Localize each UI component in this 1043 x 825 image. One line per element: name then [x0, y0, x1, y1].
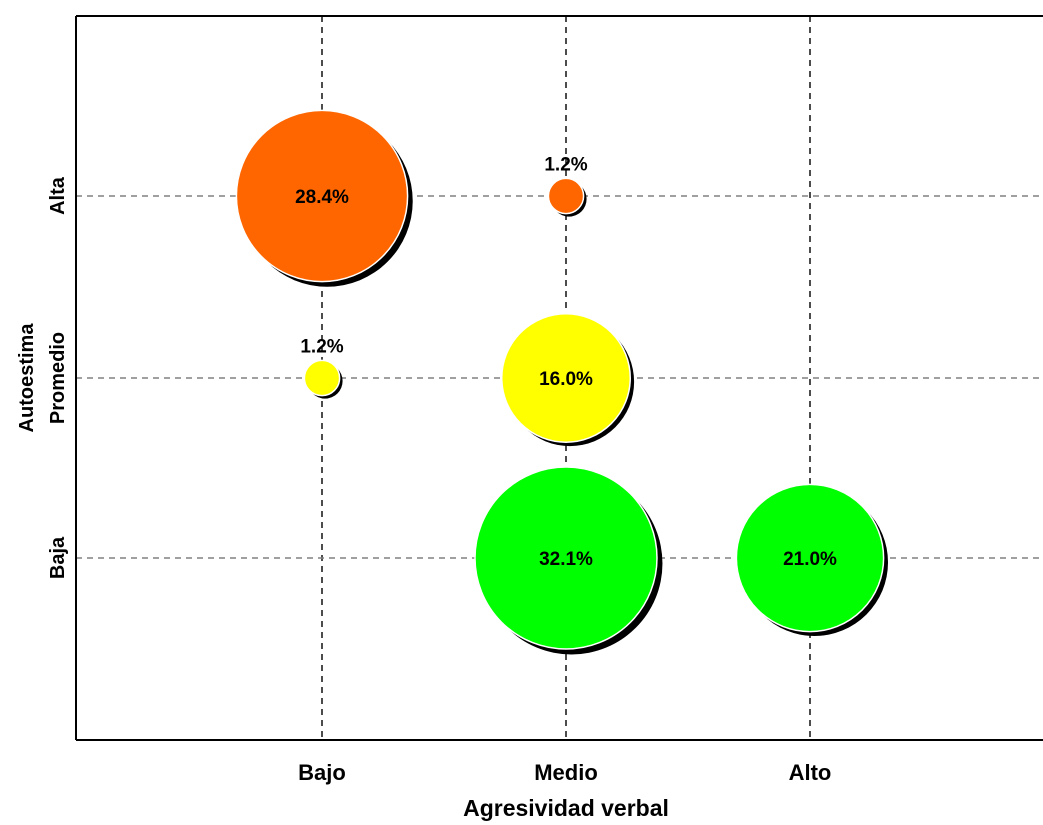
- data-label: 28.4%: [295, 187, 349, 208]
- data-label: 16.0%: [539, 369, 593, 390]
- bubble-alto-baja: [735, 483, 885, 633]
- bubble-bajo-promedio: [303, 359, 341, 397]
- x-tick-label-alto: Alto: [789, 760, 832, 785]
- bubble-medio-alta: [547, 177, 585, 215]
- x-tick-label-bajo: Bajo: [298, 760, 346, 785]
- bubble-medio-baja: [474, 466, 658, 650]
- data-label: 1.2%: [300, 336, 343, 357]
- bubbles: [235, 109, 889, 655]
- tick-labels: Bajo Medio Alto Baja Promedio Alta: [47, 176, 831, 785]
- x-tick-label-medio: Medio: [534, 760, 598, 785]
- y-axis-title: Autoestima: [16, 323, 38, 433]
- y-tick-label-baja: Baja: [47, 536, 69, 579]
- axes: [75, 15, 1043, 741]
- data-label: 21.0%: [783, 549, 837, 570]
- data-labels: 28.4% 1.2% 1.2% 16.0% 32.1% 21.0%: [295, 154, 837, 570]
- data-label: 1.2%: [544, 154, 587, 175]
- y-tick-label-promedio: Promedio: [47, 332, 69, 424]
- y-tick-label-alta: Alta: [47, 176, 69, 215]
- x-axis-title: Agresividad verbal: [463, 795, 669, 821]
- bubble-medio-promedio: [501, 313, 631, 443]
- data-label: 32.1%: [539, 549, 593, 570]
- bubble-bajo-alta: [235, 109, 409, 283]
